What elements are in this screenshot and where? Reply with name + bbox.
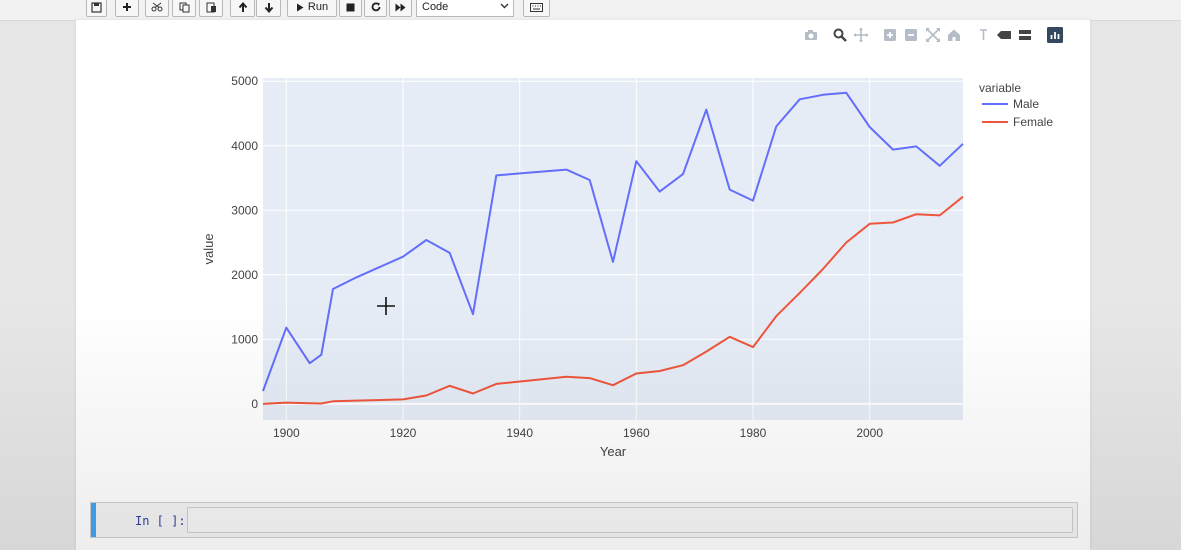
command-palette-button[interactable] bbox=[523, 0, 550, 17]
camera-icon[interactable] bbox=[803, 27, 819, 43]
interrupt-button[interactable] bbox=[339, 0, 362, 17]
add-cell-icon bbox=[123, 3, 131, 11]
y-tick-label: 4000 bbox=[231, 139, 258, 153]
notebook-toolbar: Run Code bbox=[0, 0, 1181, 21]
code-cell[interactable]: In [ ]: bbox=[90, 502, 1078, 538]
legend: variable Male Female bbox=[979, 81, 1053, 129]
hover-closest-icon[interactable] bbox=[996, 27, 1012, 43]
x-axis-label: Year bbox=[600, 444, 627, 459]
y-tick-label: 2000 bbox=[231, 268, 258, 282]
move-down-icon bbox=[264, 2, 273, 13]
y-axis-ticks: 0 1000 2000 3000 4000 5000 bbox=[231, 74, 258, 411]
chevron-down-icon bbox=[500, 3, 509, 9]
y-tick-label: 3000 bbox=[231, 203, 258, 217]
cut-icon bbox=[151, 2, 163, 12]
restart-icon bbox=[371, 2, 380, 12]
autoscale-icon[interactable] bbox=[925, 27, 941, 43]
reset-axes-icon[interactable] bbox=[946, 27, 962, 43]
cut-button[interactable] bbox=[145, 0, 169, 17]
pan-icon[interactable] bbox=[853, 27, 869, 43]
paste-button[interactable] bbox=[199, 0, 223, 17]
save-button[interactable] bbox=[86, 0, 107, 17]
stop-icon bbox=[346, 3, 355, 11]
x-tick-label: 2000 bbox=[856, 426, 883, 440]
copy-icon bbox=[179, 2, 189, 12]
move-down-button[interactable] bbox=[256, 0, 281, 17]
paste-icon bbox=[206, 2, 216, 12]
hover-compare-icon[interactable] bbox=[1017, 27, 1033, 43]
add-cell-button[interactable] bbox=[115, 0, 139, 17]
x-tick-label: 1900 bbox=[273, 426, 300, 440]
series-line-female[interactable] bbox=[262, 195, 964, 405]
keyboard-icon bbox=[530, 2, 543, 12]
restart-button[interactable] bbox=[364, 0, 387, 17]
x-tick-label: 1920 bbox=[390, 426, 417, 440]
cell-prompt: In [ ]: bbox=[135, 514, 186, 528]
run-label: Run bbox=[307, 1, 329, 13]
move-up-icon bbox=[238, 1, 247, 12]
y-tick-label: 5000 bbox=[231, 74, 258, 88]
plotly-logo-icon[interactable] bbox=[1047, 27, 1063, 43]
save-icon bbox=[91, 1, 102, 13]
x-tick-label: 1960 bbox=[623, 426, 650, 440]
zoom-in-icon[interactable] bbox=[882, 27, 898, 43]
cell-selection-bar bbox=[91, 503, 96, 537]
plot-area bbox=[263, 78, 963, 420]
cell-type-value: Code bbox=[422, 1, 449, 13]
fast-forward-icon bbox=[395, 3, 406, 11]
y-axis-label: value bbox=[201, 233, 216, 264]
line-chart: 1900 1920 1940 1960 1980 2000 0 1000 2000 3000 40… bbox=[201, 74, 1053, 459]
legend-item-male[interactable]: Male bbox=[1013, 97, 1039, 111]
run-icon bbox=[296, 3, 304, 11]
move-up-button[interactable] bbox=[230, 0, 255, 17]
x-tick-label: 1940 bbox=[506, 426, 533, 440]
crosshair-cursor-icon bbox=[377, 297, 395, 315]
run-button[interactable]: Run bbox=[287, 0, 337, 17]
spike-lines-icon[interactable] bbox=[975, 27, 991, 43]
series-lines bbox=[262, 91, 964, 405]
y-tick-label: 1000 bbox=[231, 332, 258, 346]
series-line-male[interactable] bbox=[262, 91, 964, 392]
restart-run-all-button[interactable] bbox=[389, 0, 412, 17]
code-input[interactable] bbox=[187, 507, 1073, 533]
legend-title: variable bbox=[979, 81, 1021, 95]
gridlines bbox=[263, 78, 963, 420]
zoom-icon[interactable] bbox=[832, 27, 848, 43]
y-tick-label: 0 bbox=[251, 397, 258, 411]
x-tick-label: 1980 bbox=[740, 426, 767, 440]
legend-item-female[interactable]: Female bbox=[1013, 115, 1053, 129]
cell-type-select[interactable]: Code bbox=[416, 0, 514, 17]
copy-button[interactable] bbox=[172, 0, 196, 17]
x-axis-ticks: 1900 1920 1940 1960 1980 2000 bbox=[273, 426, 883, 440]
zoom-out-icon[interactable] bbox=[903, 27, 919, 43]
